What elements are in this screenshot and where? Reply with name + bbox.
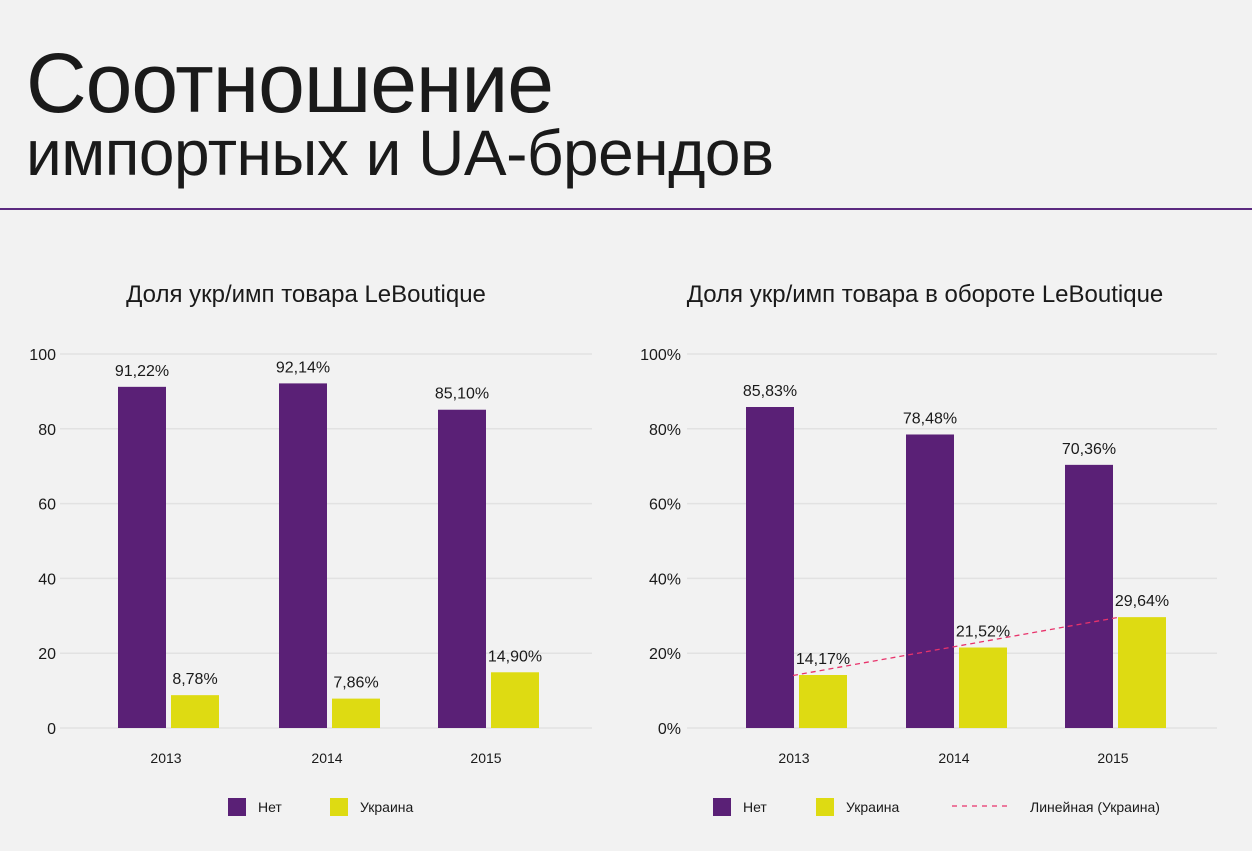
legend-swatch-net <box>228 798 246 816</box>
x-tick-label: 2013 <box>150 750 181 766</box>
bar-ukraine <box>491 672 539 728</box>
page-title-line2: импортных и UA-брендов <box>26 117 774 189</box>
data-label: 8,78% <box>172 671 217 688</box>
y-tick-label: 40 <box>38 571 56 588</box>
y-tick-label: 60 <box>38 497 56 514</box>
data-label: 85,83% <box>743 383 797 400</box>
y-tick-label: 80% <box>649 422 681 439</box>
data-label: 7,86% <box>333 675 378 692</box>
x-tick-label: 2015 <box>1097 750 1128 766</box>
bar-net <box>746 406 794 728</box>
legend-swatch-net <box>713 798 731 816</box>
y-tick-label: 100% <box>640 347 681 364</box>
y-tick-label: 80 <box>38 422 56 439</box>
x-tick-label: 2015 <box>470 750 501 766</box>
title-divider <box>0 208 1252 210</box>
trendline-ukraine <box>792 616 1118 677</box>
bar-net <box>438 409 486 728</box>
data-label: 92,14% <box>276 359 330 376</box>
data-label: 14,17% <box>796 651 850 668</box>
chart-title: Доля укр/имп товара в обороте LeBoutique <box>687 281 1164 308</box>
data-label: 78,48% <box>903 410 957 427</box>
x-tick-label: 2013 <box>778 750 809 766</box>
data-label: 29,64% <box>1115 593 1169 610</box>
data-label: 85,10% <box>435 386 489 403</box>
data-label: 91,22% <box>115 363 169 380</box>
y-tick-label: 20 <box>38 646 56 663</box>
bar-net <box>279 383 327 728</box>
x-tick-label: 2014 <box>311 750 342 766</box>
y-tick-label: 100 <box>29 347 56 364</box>
y-tick-label: 0 <box>47 721 56 738</box>
legend-swatch-ukraine <box>330 798 348 816</box>
legend-label: Украина <box>846 799 900 815</box>
y-tick-label: 0% <box>658 721 681 738</box>
y-tick-label: 40% <box>649 571 681 588</box>
x-tick-label: 2014 <box>938 750 969 766</box>
data-label: 70,36% <box>1062 441 1116 458</box>
data-label: 14,90% <box>488 648 542 665</box>
bar-net <box>118 386 166 728</box>
bar-net <box>906 434 954 728</box>
bar-ukraine <box>171 695 219 728</box>
y-tick-label: 20% <box>649 646 681 663</box>
bar-net <box>1065 464 1113 728</box>
y-tick-label: 60% <box>649 497 681 514</box>
page-title-line1: Соотношение <box>26 36 554 130</box>
legend-swatch-ukraine <box>816 798 834 816</box>
legend-label: Нет <box>258 799 282 815</box>
legend-label: Украина <box>360 799 414 815</box>
bar-ukraine <box>332 698 380 728</box>
chart-title: Доля укр/имп товара LeBoutique <box>126 281 486 308</box>
bar-ukraine <box>1118 617 1166 728</box>
data-label: 21,52% <box>956 624 1010 641</box>
legend-label: Нет <box>743 799 767 815</box>
legend-label: Линейная (Украина) <box>1030 799 1160 815</box>
bar-ukraine <box>959 647 1007 728</box>
bar-ukraine <box>799 675 847 728</box>
